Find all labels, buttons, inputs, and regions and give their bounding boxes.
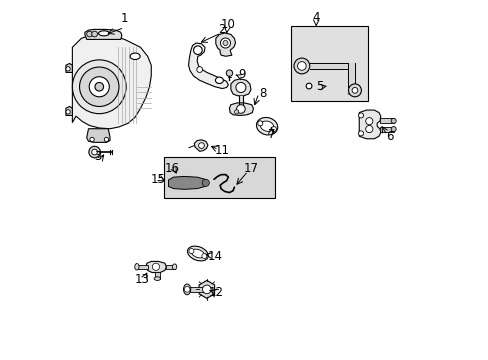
Bar [155, 272, 160, 279]
Ellipse shape [154, 277, 160, 280]
Circle shape [365, 118, 372, 125]
Circle shape [390, 118, 395, 123]
Circle shape [293, 58, 309, 74]
Circle shape [202, 253, 206, 258]
Text: 1: 1 [121, 12, 128, 25]
Polygon shape [188, 43, 228, 89]
Circle shape [95, 82, 103, 91]
Ellipse shape [187, 246, 208, 261]
Circle shape [90, 137, 94, 141]
Text: 13: 13 [135, 273, 149, 286]
Circle shape [198, 143, 204, 148]
Ellipse shape [99, 31, 109, 36]
Text: 5: 5 [315, 80, 323, 93]
Polygon shape [145, 261, 166, 273]
Bar [187, 287, 205, 292]
Polygon shape [230, 79, 250, 96]
Circle shape [351, 87, 357, 93]
Circle shape [390, 127, 395, 132]
Polygon shape [359, 110, 380, 139]
Ellipse shape [130, 53, 140, 59]
Circle shape [196, 67, 202, 72]
Polygon shape [85, 30, 122, 40]
Polygon shape [215, 33, 235, 56]
Text: 9: 9 [237, 68, 245, 81]
Bar [163, 157, 274, 198]
Polygon shape [229, 103, 253, 116]
Circle shape [104, 137, 108, 141]
Text: 15: 15 [150, 173, 165, 186]
Circle shape [223, 41, 227, 45]
Circle shape [365, 126, 372, 133]
Circle shape [297, 62, 305, 70]
Ellipse shape [183, 284, 190, 295]
Circle shape [305, 83, 311, 89]
Ellipse shape [256, 117, 277, 135]
Polygon shape [66, 107, 72, 116]
Circle shape [152, 263, 159, 270]
Text: 4: 4 [312, 12, 319, 24]
Ellipse shape [172, 264, 176, 270]
Circle shape [236, 105, 244, 113]
Circle shape [202, 179, 209, 186]
Circle shape [92, 149, 97, 155]
Circle shape [358, 131, 363, 136]
Circle shape [257, 121, 262, 126]
Text: 2: 2 [218, 23, 225, 36]
Bar [379, 118, 393, 123]
Polygon shape [86, 129, 110, 142]
Circle shape [66, 67, 70, 71]
Text: 16: 16 [164, 162, 179, 175]
Bar [290, 26, 367, 101]
Polygon shape [194, 140, 207, 151]
Text: 8: 8 [259, 87, 266, 100]
Circle shape [358, 113, 363, 118]
Circle shape [89, 146, 100, 158]
Text: 10: 10 [221, 18, 235, 31]
Circle shape [348, 84, 361, 97]
Circle shape [234, 110, 238, 114]
Bar [379, 127, 393, 132]
Text: 7: 7 [267, 127, 275, 141]
Circle shape [193, 46, 202, 54]
Polygon shape [72, 35, 151, 129]
Circle shape [66, 110, 70, 114]
Text: 12: 12 [208, 286, 223, 299]
Circle shape [80, 67, 119, 107]
Ellipse shape [260, 121, 273, 131]
Circle shape [226, 70, 232, 76]
Text: 11: 11 [214, 144, 229, 157]
Text: 14: 14 [207, 250, 222, 263]
Bar [137, 265, 147, 269]
Circle shape [271, 127, 276, 132]
Circle shape [92, 31, 97, 37]
Circle shape [72, 60, 126, 114]
Circle shape [86, 31, 92, 37]
Ellipse shape [215, 77, 223, 84]
Circle shape [202, 285, 211, 294]
Text: 6: 6 [385, 130, 393, 144]
Circle shape [184, 287, 190, 292]
Circle shape [220, 38, 230, 48]
Polygon shape [66, 63, 72, 72]
Circle shape [235, 82, 245, 93]
Polygon shape [199, 280, 214, 298]
Ellipse shape [135, 264, 139, 270]
Ellipse shape [191, 249, 204, 258]
Circle shape [89, 77, 109, 97]
Text: 3: 3 [94, 150, 101, 163]
Polygon shape [168, 176, 206, 189]
Text: 17: 17 [243, 162, 258, 175]
Circle shape [188, 248, 194, 253]
Bar [165, 265, 174, 269]
